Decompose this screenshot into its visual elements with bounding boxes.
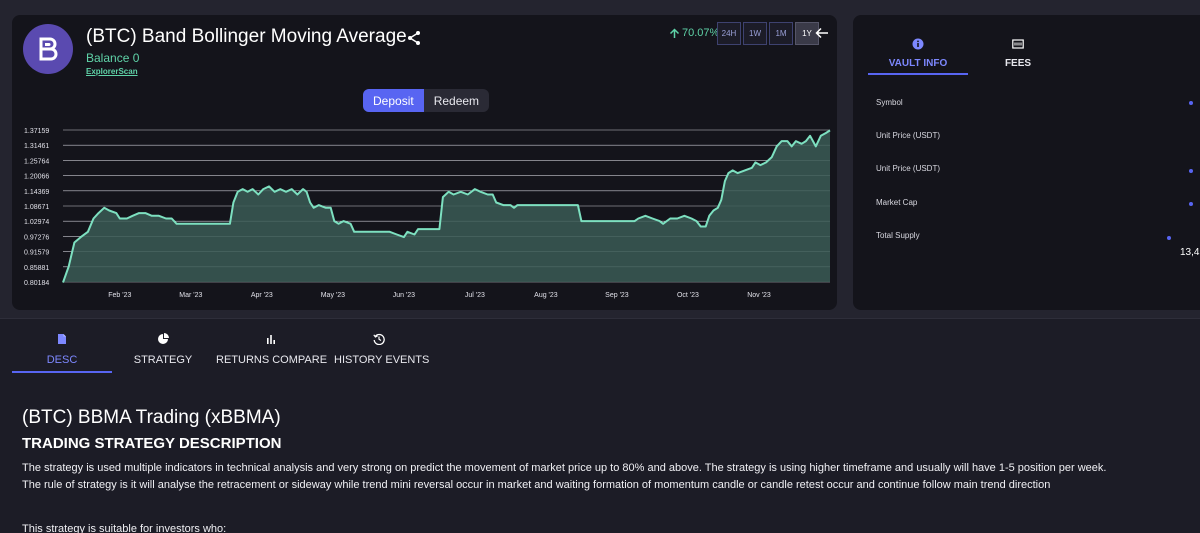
document-icon xyxy=(58,334,66,344)
vault-row-unit-price-2: Unit Price (USDT) xyxy=(876,164,941,173)
vault-row-total-supply-dot xyxy=(1167,236,1171,240)
strategy-title: (BTC) BBMA Trading (xBBMA) xyxy=(22,407,281,428)
x-tick-label: Jun '23 xyxy=(393,292,415,299)
product-logo xyxy=(23,24,73,74)
arrow-left-icon[interactable] xyxy=(815,26,829,40)
bbma-logo-icon xyxy=(39,37,58,61)
x-tick-label: Oct '23 xyxy=(677,292,699,299)
vault-row-symbol: Symbol xyxy=(876,98,903,107)
tab-desc[interactable]: DESC xyxy=(12,333,112,366)
share-icon[interactable] xyxy=(406,30,422,46)
description-panel: DESC STRATEGY RETURNS COMPARE HISTORY EV… xyxy=(0,318,1200,533)
vault-tabs: VAULT INFO FEES xyxy=(868,35,1068,75)
total-supply-value: 13,4 xyxy=(1180,247,1200,258)
pie-chart-icon xyxy=(158,333,169,344)
y-tick-label: 1.25764 xyxy=(24,158,49,165)
timeframe-1m-button[interactable]: 1M xyxy=(769,22,793,45)
timeframe-24h-button[interactable]: 24H xyxy=(717,22,741,45)
tab-fees[interactable]: FEES xyxy=(968,35,1068,75)
x-tick-label: Apr '23 xyxy=(251,292,273,299)
performance-indicator: 70.07% xyxy=(669,27,719,39)
x-tick-label: Sep '23 xyxy=(605,292,629,299)
vault-row-market-cap: Market Cap xyxy=(876,198,918,207)
description-line-1: The strategy is used multiple indicators… xyxy=(22,462,1107,474)
tab-vault-info[interactable]: VAULT INFO xyxy=(868,35,968,75)
active-tab-underline xyxy=(12,371,112,373)
tab-vault-info-label: VAULT INFO xyxy=(888,58,948,69)
description-line-2: The rule of strategy is it will analyse … xyxy=(22,479,1051,491)
bar-chart-icon xyxy=(267,335,275,344)
tab-fees-label: FEES xyxy=(1004,58,1032,69)
performance-value: 70.07% xyxy=(682,27,720,39)
y-tick-label: 0.80184 xyxy=(24,280,49,287)
timeframe-1w-button[interactable]: 1W xyxy=(743,22,767,45)
y-tick-label: 1.37159 xyxy=(24,128,49,135)
vault-row-unit-price-2-dot xyxy=(1189,169,1193,173)
vault-info-card: VAULT INFO FEES Symbol Unit Price (USDT)… xyxy=(853,15,1200,310)
strategy-description: The strategy is used multiple indicators… xyxy=(22,460,1197,494)
balance-text: Balance 0 xyxy=(86,51,140,65)
x-tick-label: Mar '23 xyxy=(179,292,202,299)
arrow-up-icon xyxy=(669,27,680,38)
deposit-redeem-toggle: Deposit Redeem xyxy=(363,89,490,112)
series-area xyxy=(63,130,830,283)
y-tick-label: 0.91579 xyxy=(24,250,49,257)
tab-returns-compare[interactable]: RETURNS COMPARE xyxy=(216,333,328,366)
strategy-subtitle: TRADING STRATEGY DESCRIPTION xyxy=(22,435,282,452)
fees-icon xyxy=(1012,39,1024,49)
x-tick-label: May '23 xyxy=(321,292,345,299)
vault-row-symbol-dot xyxy=(1189,101,1193,105)
x-tick-label: Aug '23 xyxy=(534,292,558,299)
timeframe-selector: 24H 1W 1M 1Y xyxy=(717,22,819,45)
history-icon xyxy=(373,333,385,345)
series-line xyxy=(62,129,831,283)
x-tick-label: Feb '23 xyxy=(108,292,131,299)
deposit-button[interactable]: Deposit xyxy=(363,89,424,112)
tab-returns-compare-label: RETURNS COMPARE xyxy=(216,354,328,366)
tab-desc-label: DESC xyxy=(46,354,78,366)
tab-history-events-label: HISTORY EVENTS xyxy=(334,354,430,366)
chart-card: (BTC) Band Bollinger Moving Average Bala… xyxy=(12,15,837,310)
vault-row-unit-price: Unit Price (USDT) xyxy=(876,131,941,140)
tab-strategy-label: STRATEGY xyxy=(133,354,193,366)
info-icon xyxy=(912,38,924,50)
redeem-button[interactable]: Redeem xyxy=(433,93,480,108)
y-tick-label: 1.31461 xyxy=(24,143,49,150)
y-tick-label: 1.14369 xyxy=(24,189,49,196)
vault-row-total-supply: Total Supply xyxy=(876,231,920,240)
y-tick-label: 1.20066 xyxy=(24,174,49,181)
y-tick-label: 0.85881 xyxy=(24,265,49,272)
tab-strategy[interactable]: STRATEGY xyxy=(113,333,213,366)
y-tick-label: 0.97276 xyxy=(24,234,49,241)
vault-row-market-cap-dot xyxy=(1189,202,1193,206)
suitable-investors-heading: This strategy is suitable for investors … xyxy=(22,523,227,533)
explorer-link[interactable]: ExplorerScan xyxy=(86,67,138,76)
x-tick-label: Jul '23 xyxy=(465,292,485,299)
x-tick-label: Nov '23 xyxy=(747,292,771,299)
y-tick-label: 1.02974 xyxy=(24,219,49,226)
tab-history-events[interactable]: HISTORY EVENTS xyxy=(334,333,430,366)
price-chart: 1.37159 1.31461 1.25764 1.20066 1.14369 1.086… xyxy=(24,128,831,299)
y-tick-label: 1.08671 xyxy=(24,204,49,211)
product-title: (BTC) Band Bollinger Moving Average xyxy=(86,26,407,47)
